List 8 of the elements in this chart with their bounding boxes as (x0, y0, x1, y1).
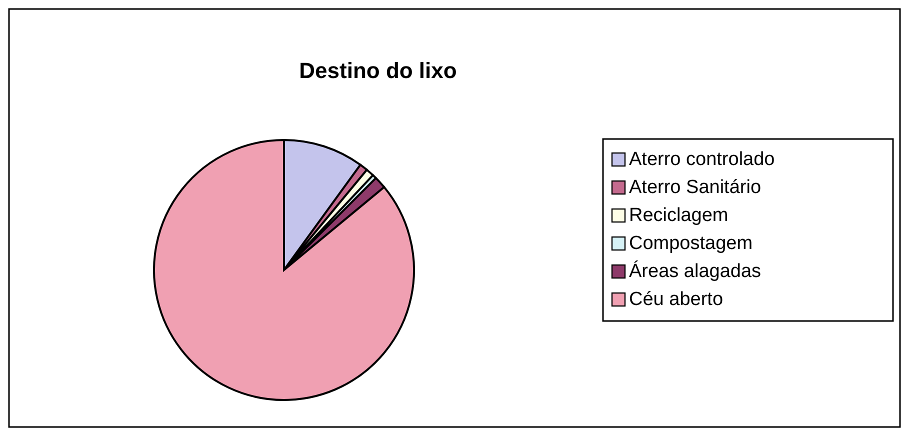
chart-title: Destino do lixo (299, 58, 457, 83)
legend-label: Céu aberto (629, 289, 724, 310)
pie-slice (153, 139, 415, 401)
legend-label: Compostagem (629, 233, 753, 254)
legend-label: Aterro controlado (629, 149, 775, 170)
legend-label: Reciclagem (629, 205, 728, 226)
legend-label: Aterro Sanitário (629, 177, 762, 198)
legend-label: Áreas alagadas (629, 260, 762, 282)
